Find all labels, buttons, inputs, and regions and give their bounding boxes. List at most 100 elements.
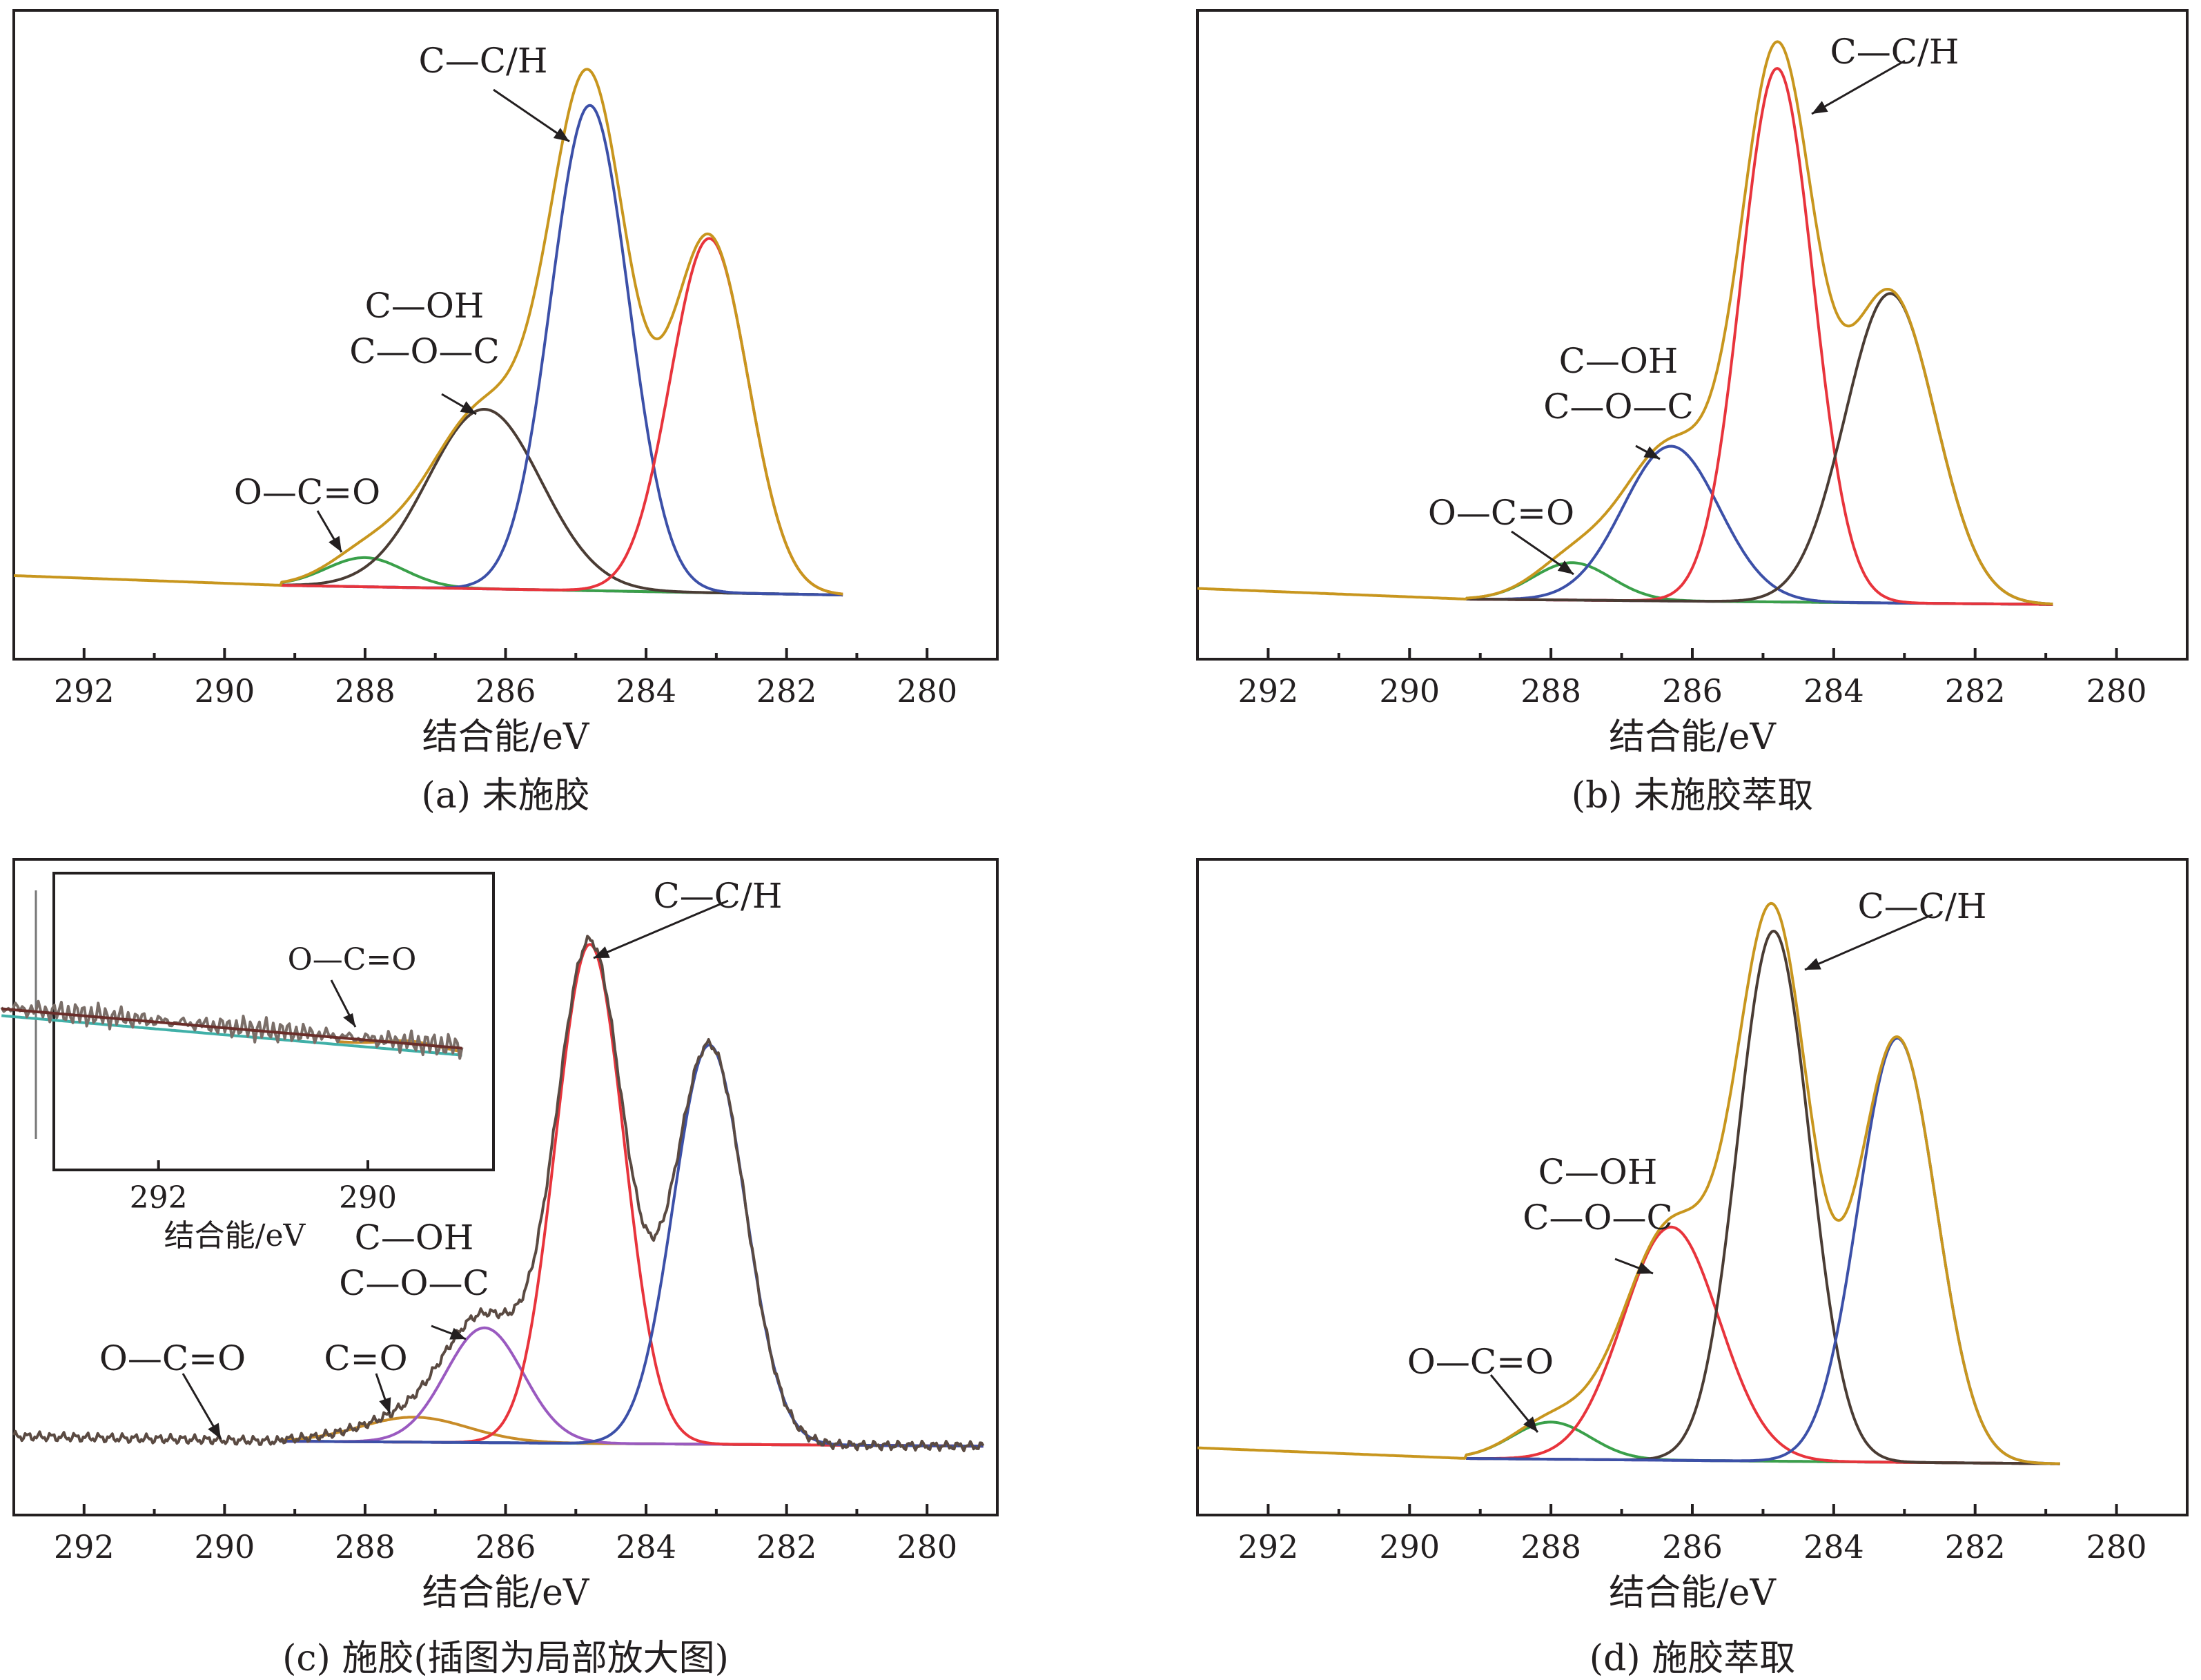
- x-tick-label: 280: [2086, 1528, 2147, 1565]
- x-tick-label: 292: [54, 1528, 115, 1565]
- x-tick-label: 288: [335, 672, 395, 710]
- annotation-label: C—O—C: [349, 331, 500, 371]
- x-tick-label: 292: [1238, 1528, 1299, 1565]
- annotation-label: C=O: [324, 1338, 407, 1378]
- x-tick-label: 286: [476, 1528, 536, 1565]
- arrow-head: [1636, 1262, 1653, 1274]
- x-tick-label: 282: [756, 1528, 817, 1565]
- x-tick-label: 284: [616, 672, 676, 710]
- envelope-curve: [1197, 40, 2053, 606]
- peak-annotation: O—C=O: [234, 472, 380, 553]
- arrow-head: [1643, 446, 1660, 459]
- annotation-label: C—C/H: [654, 876, 783, 916]
- annotation-label: O—C=O: [1428, 493, 1574, 533]
- envelope-curve: [13, 68, 843, 596]
- x-tick-label: 284: [616, 1528, 676, 1565]
- inset-x-axis-label: 结合能/eV: [164, 1218, 306, 1253]
- panel-d: 292 290 288 286 284 282 280 结合能/eV (d) 施胶萃取 C—C/H…: [1196, 858, 2189, 1679]
- annotation-arrow: [1804, 913, 1933, 971]
- x-tick-label: 286: [1662, 672, 1723, 710]
- envelope-curve: [1197, 901, 2060, 1465]
- annotation-label: O—C=O: [234, 472, 380, 512]
- x-tick-label: 280: [897, 1528, 957, 1565]
- arrow-head: [553, 128, 569, 141]
- arrow-head: [1812, 101, 1828, 114]
- inset-frame: [52, 872, 495, 1171]
- inset-envelope: [1, 1007, 462, 1050]
- inset-annotation-label: O—C=O: [288, 942, 417, 977]
- peak-annotation: O—C=O: [1428, 493, 1574, 576]
- annotation-label: C—C/H: [1830, 32, 1959, 72]
- x-axis-label: 结合能/eV: [1609, 1572, 1777, 1614]
- annotation-label: C—C/H: [1858, 886, 1987, 926]
- x-axis-label: 结合能/eV: [422, 716, 590, 758]
- arrow-head: [1557, 560, 1574, 574]
- peak-annotation: O—C=O: [99, 1338, 246, 1440]
- x-tick-label: 290: [194, 1528, 255, 1565]
- x-tick-label: 290: [194, 672, 255, 710]
- arrow-head: [208, 1423, 221, 1439]
- peak-annotation: C—OH C—O—C: [1523, 1152, 1673, 1275]
- x-tick-label: 288: [335, 1528, 395, 1565]
- peak-annotation: C—C/H: [419, 41, 570, 143]
- panel-caption: (d) 施胶萃取: [1589, 1638, 1795, 1679]
- component-peak-286.3: [1466, 1225, 2060, 1465]
- x-tick-label: 280: [897, 672, 957, 710]
- inset-x-tick-label: 290: [339, 1180, 397, 1215]
- annotation-arrow: [593, 899, 729, 959]
- peak-annotation: C—OH C—O—C: [1543, 341, 1694, 460]
- plot-frame: [12, 9, 999, 661]
- x-tick-label: 286: [1662, 1528, 1723, 1565]
- peak-annotation: C—C/H: [1811, 32, 1959, 115]
- arrow-head: [594, 946, 610, 958]
- x-axis-label: 结合能/eV: [422, 1572, 590, 1614]
- x-tick-label: 284: [1803, 672, 1864, 710]
- arrow-head: [329, 536, 342, 552]
- x-tick-label: 288: [1520, 1528, 1581, 1565]
- x-tick-label: 282: [756, 672, 817, 710]
- component-peak-283.1: [1466, 1037, 2060, 1465]
- inset-x-tick-label: 292: [130, 1180, 188, 1215]
- annotation-label: O—C=O: [99, 1338, 246, 1378]
- x-tick-label: 290: [1379, 672, 1440, 710]
- x-tick-label: 282: [1945, 672, 2006, 710]
- annotation-label: C—O—C: [1523, 1198, 1673, 1238]
- peak-annotation: C—OH C—O—C: [339, 1218, 489, 1340]
- arrow-head: [343, 1013, 355, 1027]
- annotation-label: C—OH: [1538, 1152, 1658, 1192]
- x-tick-label: 292: [54, 672, 115, 710]
- panel-caption: (a) 未施胶: [421, 775, 589, 817]
- arrow-head: [379, 1397, 391, 1414]
- arrow-head: [1523, 1416, 1538, 1432]
- panel-a: 292 290 288 286 284 282 280 结合能/eV (a) 未施胶 C—C/H C…: [12, 9, 999, 817]
- annotation-label: C—OH: [355, 1218, 474, 1258]
- x-tick-label: 286: [476, 672, 536, 710]
- annotation-arrow: [1811, 59, 1906, 115]
- annotation-label: O—C=O: [1407, 1342, 1554, 1382]
- x-tick-label: 284: [1803, 1528, 1864, 1565]
- annotation-label: C—C/H: [419, 41, 548, 81]
- plot-frame: [1196, 9, 2189, 661]
- arrow-head: [449, 1327, 466, 1340]
- component-peak-288: [1465, 1420, 2060, 1465]
- peak-annotation: O—C=O: [1407, 1342, 1554, 1433]
- x-tick-label: 288: [1520, 672, 1581, 710]
- x-tick-label: 280: [2086, 672, 2147, 710]
- peak-annotation: C—OH C—O—C: [349, 286, 500, 416]
- x-tick-label: 282: [1945, 1528, 2006, 1565]
- arrow-head: [1805, 958, 1821, 970]
- panel-c: 292 290 288 286 284 282 280 结合能/eV (c) 施胶(插图为局部放…: [0, 858, 999, 1679]
- panel-caption: (b) 未施胶萃取: [1572, 775, 1813, 817]
- x-axis-label: 结合能/eV: [1609, 716, 1777, 758]
- inset-plot: 292 290 结合能/eV O—C=O: [0, 872, 495, 1253]
- panel-b: 292 290 288 286 284 282 280 结合能/eV (b) 未施胶萃取 C—C/…: [1196, 9, 2189, 817]
- peak-annotation: C=O: [324, 1338, 408, 1414]
- x-tick-label: 292: [1238, 672, 1299, 710]
- annotation-label: C—OH: [365, 286, 485, 326]
- x-tick-label: 290: [1379, 1528, 1440, 1565]
- annotation-label: C—O—C: [339, 1263, 489, 1303]
- annotation-label: C—O—C: [1543, 387, 1694, 427]
- annotation-label: C—OH: [1559, 341, 1679, 381]
- panel-caption: (c) 施胶(插图为局部放大图): [282, 1638, 729, 1679]
- envelope-curve: [12, 935, 985, 1452]
